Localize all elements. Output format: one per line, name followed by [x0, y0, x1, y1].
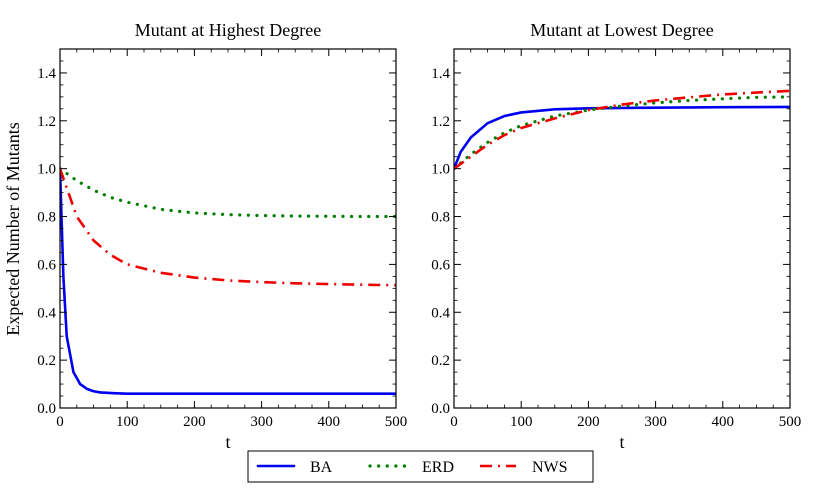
series-line-ba: [60, 167, 396, 395]
y-tick-label: 1.4: [37, 66, 56, 82]
y-tick-label: 0.2: [431, 353, 450, 369]
series-line-erd: [454, 95, 790, 171]
y-tick-label: 0.8: [431, 210, 450, 226]
plot-frame: [59, 48, 397, 409]
x-axis-label: t: [225, 432, 230, 452]
x-tick-label: 0: [450, 414, 458, 430]
y-tick-label: 0.4: [431, 305, 450, 321]
y-tick-label: 1.2: [37, 114, 56, 130]
x-tick-label: 400: [318, 414, 341, 430]
y-tick-label: 1.4: [431, 66, 450, 82]
x-tick-label: 300: [250, 414, 273, 430]
legend-label-erd: ERD: [422, 459, 454, 476]
series-line-ba: [454, 105, 790, 170]
x-axis-label: t: [619, 432, 624, 452]
chart-title: Mutant at Highest Degree: [135, 20, 321, 40]
series-line-nws: [454, 89, 790, 170]
x-tick-label: 100: [510, 414, 533, 430]
y-tick-label: 0.6: [37, 257, 56, 273]
legend-box: [247, 450, 594, 483]
y-tick-label: 1.0: [431, 162, 450, 178]
x-tick-label: 300: [644, 414, 667, 430]
y-tick-label: 1.0: [37, 162, 56, 178]
chart-panel-lowest-degree: Mutant at Lowest Degree t 0 100 200 300 400 500…: [431, 20, 801, 452]
x-tick-label: 0: [56, 414, 64, 430]
y-tick-label: 0.0: [37, 401, 56, 417]
y-tick-label: 0.0: [431, 401, 450, 417]
y-tick-label: 0.6: [431, 257, 450, 273]
chart-panel-highest-degree: Mutant at Highest Degree t 0 100 200 300 400 50…: [37, 20, 407, 452]
y-axis-label: Expected Number of Mutants: [3, 122, 23, 335]
legend: BA ERD NWS: [247, 450, 594, 483]
x-tick-label: 500: [779, 414, 802, 430]
legend-label-nws: NWS: [532, 459, 568, 476]
series-line-nws: [60, 168, 396, 287]
y-tick-label: 0.2: [37, 353, 56, 369]
y-tick-label: 0.8: [37, 210, 56, 226]
series-line-erd: [60, 167, 396, 219]
x-tick-label: 400: [712, 414, 735, 430]
x-tick-label: 500: [385, 414, 408, 430]
y-tick-label: 1.2: [431, 114, 450, 130]
x-tick-label: 100: [116, 414, 139, 430]
x-tick-label: 200: [183, 414, 206, 430]
plot-frame: [453, 48, 791, 409]
x-tick-label: 200: [577, 414, 600, 430]
y-tick-label: 0.4: [37, 305, 56, 321]
chart-title: Mutant at Lowest Degree: [530, 20, 713, 40]
legend-label-ba: BA: [310, 459, 333, 476]
